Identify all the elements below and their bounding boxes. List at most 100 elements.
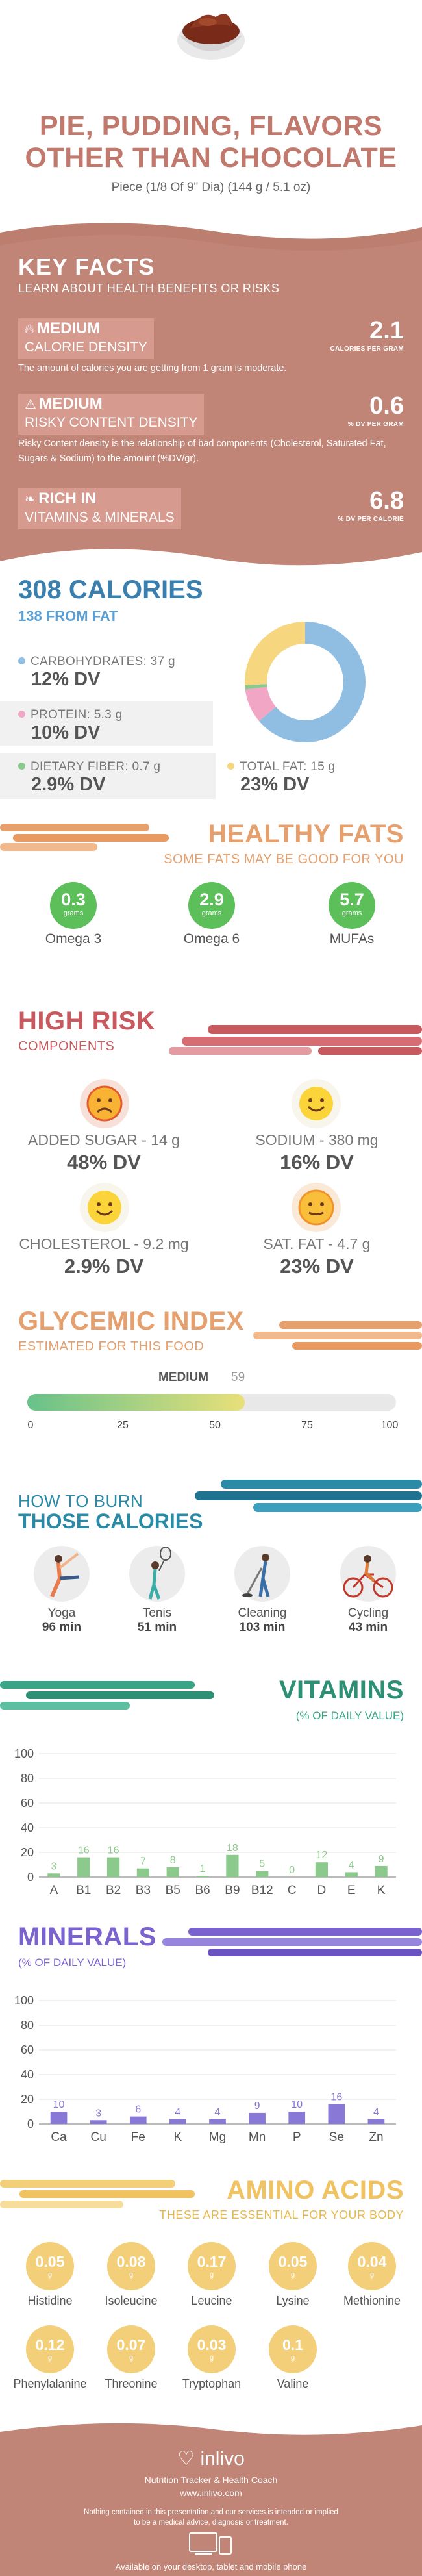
nutrient-row-carbs: CARBOHYDRATES: 37 g 12% DV: [0, 650, 213, 691]
bar-value-label: 4: [373, 2106, 379, 2117]
bar-value-label: 6: [135, 2104, 141, 2115]
bar: [367, 2119, 385, 2124]
amino-circle: 0.04 g: [348, 2242, 396, 2290]
footer-available: Available on your desktop, tablet and mo…: [115, 2562, 307, 2571]
amino-name: Threonine: [105, 2377, 158, 2390]
x-tick-label: Mn: [249, 2130, 266, 2144]
yoga-icon: [34, 1546, 90, 1602]
amino-name: Valine: [277, 2377, 309, 2390]
x-tick-label: Ca: [51, 2130, 67, 2144]
fact-value: 2.1: [369, 317, 404, 344]
bar-value-label: 16: [330, 2092, 342, 2103]
footer-background: [0, 2423, 422, 2576]
bar-value-label: 4: [175, 2106, 180, 2117]
amino-value: 0.04: [357, 2253, 387, 2270]
burn-title-line1: HOW TO BURN: [18, 1491, 143, 1511]
x-tick-label: Mg: [209, 2130, 226, 2144]
burn-item-cycling: Cycling 43 min: [326, 1545, 410, 1635]
fact-tag: 🔥︎ MEDIUM CALORIE DENSITY: [18, 318, 155, 359]
amino-unit: g: [290, 2354, 295, 2362]
healthy-fats-stripes: [0, 824, 169, 851]
fat-dot: [227, 763, 234, 770]
amino-circle: 0.03 g: [188, 2325, 236, 2373]
amino-unit: g: [369, 2271, 375, 2279]
burn-minutes: 103 min: [239, 1621, 286, 1634]
fat-value: 0.3: [61, 890, 86, 909]
sad-face-icon: [80, 1079, 129, 1128]
fat-value: 2.9: [199, 890, 224, 909]
fat-circle: 2.9 grams: [188, 882, 235, 929]
risk-label: ADDED SUGAR - 14 g: [28, 1131, 180, 1148]
bar-value-label: 16: [78, 1845, 90, 1856]
healthy-fats-subtitle: SOME FATS MAY BE GOOD FOR YOU: [164, 852, 404, 866]
leaf-icon: ❧: [25, 492, 36, 507]
key-facts-title: KEY FACTS: [18, 253, 155, 280]
burn-name: Yoga: [47, 1606, 76, 1620]
amino-name: Tryptophan: [182, 2377, 242, 2390]
amino-value: 0.07: [116, 2336, 146, 2353]
x-tick-label: Zn: [369, 2130, 383, 2144]
brand-name: inlivo: [200, 2448, 245, 2469]
fat-name: Omega 6: [183, 931, 240, 946]
burn-item-yoga: Yoga 96 min: [19, 1545, 104, 1635]
footer-url[interactable]: www.inlivo.com: [180, 2488, 242, 2498]
nutrient-row-bottom: DIETARY FIBER: 0.7 g 2.9% DV TOTAL FAT: …: [0, 753, 422, 799]
warning-icon: ⚠︎: [25, 398, 36, 412]
amino-value: 0.1: [282, 2336, 303, 2353]
bar-value-label: 0: [289, 1865, 295, 1876]
fat-circle: 0.3 grams: [50, 882, 97, 929]
amino-circle: 0.08 g: [107, 2242, 155, 2290]
calories-subtitle: 138 FROM FAT: [18, 608, 118, 624]
bar: [129, 2116, 147, 2124]
amino-name: Leucine: [191, 2294, 232, 2307]
amino-value: 0.05: [278, 2253, 308, 2270]
x-tick-label: B2: [106, 1884, 121, 1897]
bar-value-label: 3: [95, 2108, 101, 2119]
y-tick-label: 20: [21, 1846, 34, 1859]
bar: [90, 2120, 107, 2124]
key-facts-subtitle: LEARN ABOUT HEALTH BENEFITS OR RISKS: [18, 282, 280, 295]
fat-badge-omega6: 2.9 grams Omega 6: [173, 882, 251, 947]
amino-circle: 0.07 g: [107, 2325, 155, 2373]
y-tick-label: 40: [21, 1821, 34, 1834]
amino-value: 0.08: [116, 2253, 146, 2270]
bar-value-label: 4: [349, 1860, 354, 1871]
fact-unit: % DV PER CALORIE: [338, 516, 404, 523]
amino-value: 0.05: [35, 2253, 65, 2270]
burn-title-line2: THOSE CALORIES: [18, 1509, 203, 1533]
footer-tagline: Nutrition Tracker & Health Coach: [144, 2475, 278, 2485]
x-tick-label: K: [377, 1884, 386, 1897]
bar: [106, 1857, 120, 1877]
nutrient-label: DIETARY FIBER: 0.7 g: [31, 760, 161, 774]
bar: [288, 2112, 306, 2124]
bar-value-label: 4: [215, 2106, 221, 2117]
x-tick-label: P: [293, 2130, 301, 2144]
y-tick-label: 60: [21, 2043, 34, 2056]
gi-tick: 25: [117, 1420, 129, 1431]
bar: [209, 2119, 226, 2124]
footer-disclaimer-2: to be a medical advice, diagnosis or tre…: [134, 2519, 288, 2527]
amino-value: 0.12: [35, 2336, 65, 2353]
fact-value: 6.8: [369, 487, 404, 514]
burn-minutes: 43 min: [348, 1621, 388, 1634]
fat-name: Omega 3: [45, 931, 102, 946]
fact-label: RISKY CONTENT DENSITY: [25, 415, 198, 430]
bar-value-label: 3: [51, 1861, 56, 1872]
fat-unit: grams: [341, 909, 362, 917]
high-risk-title: HIGH RISK: [18, 1007, 156, 1035]
heart-icon: ♡: [177, 2448, 195, 2469]
footer-logo[interactable]: ♡ inlivo: [0, 2447, 422, 2470]
nutrient-value: 10% DV: [31, 722, 101, 743]
y-tick-label: 40: [21, 2068, 34, 2081]
bar-value-label: 12: [316, 1850, 328, 1861]
amino-item: 0.07 g Threonine: [89, 2325, 173, 2391]
bar: [136, 1868, 150, 1877]
fat-name: MUFAs: [329, 931, 375, 946]
fat-unit: grams: [63, 909, 84, 917]
bar: [249, 2112, 266, 2124]
amino-value: 0.17: [197, 2253, 227, 2270]
amino-item: 0.08 g Isoleucine: [89, 2242, 173, 2308]
bar-value-label: 10: [291, 2099, 303, 2110]
fat-unit: grams: [201, 909, 222, 917]
